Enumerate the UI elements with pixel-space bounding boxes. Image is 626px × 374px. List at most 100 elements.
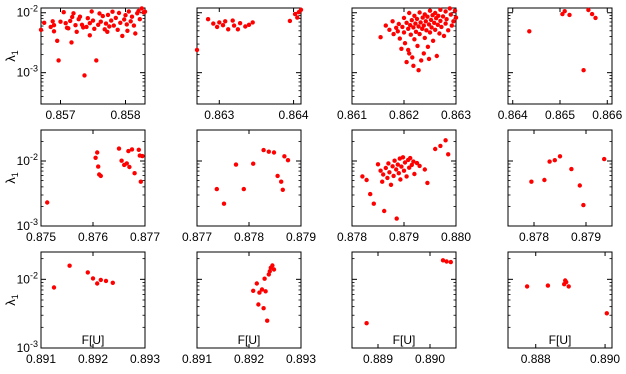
x-tick-label: 0.889 bbox=[363, 352, 393, 366]
data-point bbox=[103, 21, 109, 26]
plot-frame bbox=[40, 7, 146, 105]
data-point bbox=[97, 11, 102, 16]
data-point bbox=[368, 191, 373, 197]
data-point bbox=[453, 15, 459, 20]
data-point bbox=[90, 18, 96, 23]
data-point bbox=[602, 156, 607, 162]
plot-frame bbox=[196, 129, 302, 227]
data-point bbox=[214, 24, 220, 30]
y-tick-label: 10-2 bbox=[17, 152, 38, 168]
x-tick-label: 0.862 bbox=[389, 108, 419, 122]
data-point bbox=[82, 73, 87, 78]
plot-frame bbox=[507, 7, 613, 105]
data-point bbox=[391, 173, 396, 179]
data-point bbox=[593, 15, 598, 21]
data-point bbox=[435, 22, 440, 27]
data-point bbox=[433, 27, 438, 32]
data-point bbox=[56, 58, 61, 63]
data-point bbox=[542, 177, 547, 183]
data-point bbox=[564, 279, 569, 285]
data-point bbox=[407, 165, 412, 170]
data-point bbox=[68, 18, 73, 24]
y-tick-label: 10-3 bbox=[17, 64, 38, 80]
data-point bbox=[407, 51, 412, 56]
data-point bbox=[63, 21, 68, 26]
x-tick-label: 0.875 bbox=[26, 230, 56, 244]
data-point bbox=[383, 23, 388, 28]
data-point bbox=[430, 38, 436, 43]
data-point bbox=[421, 51, 426, 56]
data-point bbox=[436, 13, 441, 18]
x-tick-label: 0.858 bbox=[110, 108, 140, 122]
x-tick-label: 0.880 bbox=[441, 230, 471, 244]
data-point bbox=[87, 21, 93, 26]
data-point bbox=[98, 173, 104, 179]
data-point bbox=[416, 68, 421, 73]
data-point bbox=[412, 171, 417, 177]
data-point bbox=[413, 29, 419, 34]
y-tick-label: 10-3 bbox=[17, 217, 38, 233]
data-point bbox=[364, 177, 369, 183]
data-point bbox=[395, 29, 400, 34]
data-point bbox=[51, 285, 57, 290]
data-point bbox=[120, 33, 125, 39]
data-point bbox=[427, 30, 433, 35]
data-point bbox=[566, 284, 571, 289]
data-point bbox=[418, 20, 423, 25]
data-point bbox=[380, 179, 385, 184]
data-point bbox=[84, 24, 89, 30]
data-point bbox=[451, 19, 456, 24]
data-point bbox=[250, 20, 255, 25]
scatter-panel-r1c1: 0.857 0.858 10-2 10-3 λ1 bbox=[3, 4, 148, 122]
data-point bbox=[292, 11, 298, 17]
scatter-panel-r3c4: 0.888 0.890 F[U] bbox=[507, 251, 620, 366]
data-point bbox=[122, 17, 127, 22]
data-point bbox=[217, 20, 222, 25]
data-point bbox=[447, 6, 452, 11]
data-point bbox=[51, 29, 57, 34]
x-tick-label: 0.878 bbox=[519, 230, 549, 244]
data-point bbox=[263, 289, 268, 294]
data-point bbox=[81, 25, 86, 30]
data-point bbox=[126, 9, 131, 14]
data-point bbox=[275, 173, 280, 179]
data-point bbox=[443, 9, 448, 14]
data-point bbox=[408, 32, 413, 37]
plot-frame bbox=[40, 129, 146, 227]
data-point bbox=[448, 259, 453, 265]
data-point bbox=[126, 148, 131, 154]
data-point bbox=[446, 28, 451, 33]
data-point bbox=[98, 277, 104, 283]
data-point bbox=[406, 47, 411, 53]
data-point bbox=[604, 311, 609, 316]
x-tick-label: 0.866 bbox=[592, 108, 622, 122]
data-point bbox=[136, 8, 141, 14]
data-point bbox=[398, 177, 403, 182]
data-point bbox=[221, 201, 227, 206]
data-point bbox=[194, 47, 200, 53]
scatter-panel-r2c1: 0.875 0.876 0.877 10-2 10-3 λ1 bbox=[3, 129, 160, 244]
data-point bbox=[408, 23, 413, 28]
data-point bbox=[142, 9, 148, 14]
data-point bbox=[254, 281, 259, 286]
data-point bbox=[443, 138, 448, 143]
data-point bbox=[438, 143, 443, 149]
y-axis-label: λ1 bbox=[3, 294, 20, 306]
data-point bbox=[92, 26, 97, 31]
data-point bbox=[48, 24, 53, 30]
x-tick-label: 0.893 bbox=[286, 352, 316, 366]
x-axis-label: F[U] bbox=[238, 333, 261, 347]
data-point bbox=[391, 31, 396, 37]
data-point bbox=[98, 19, 104, 24]
data-point bbox=[545, 283, 551, 288]
data-point bbox=[85, 16, 91, 21]
data-point bbox=[298, 7, 304, 12]
data-point bbox=[400, 24, 405, 30]
data-point bbox=[422, 35, 427, 41]
data-point bbox=[211, 21, 216, 26]
x-axis-label: F[U] bbox=[393, 333, 416, 347]
data-point bbox=[205, 17, 211, 22]
data-point bbox=[438, 18, 443, 24]
data-point bbox=[262, 276, 267, 281]
data-point bbox=[107, 24, 112, 29]
